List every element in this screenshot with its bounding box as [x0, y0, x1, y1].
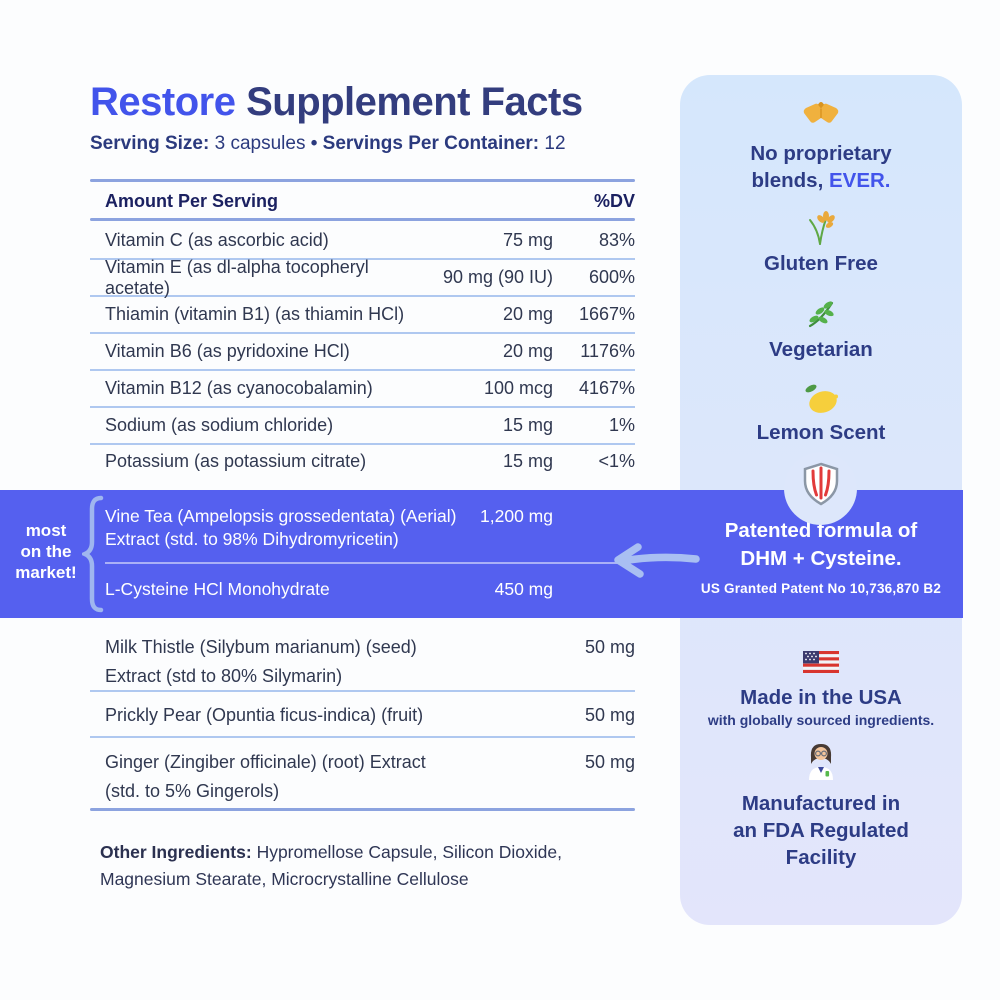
fda-line2: an FDA Regulated — [733, 819, 909, 842]
callout-line1: most — [25, 521, 67, 540]
table-row: Vitamin C (as ascorbic acid) 75 mg 83% — [90, 223, 635, 260]
milk-thistle-line1: Milk Thistle (Silybum marianum) (seed) — [105, 637, 417, 657]
herb-icon — [680, 298, 962, 330]
fda-facility-badge: Manufactured in an FDA Regulated Facilit… — [680, 790, 962, 871]
table-row: Vitamin B6 (as pyridoxine HCl) 20 mg 117… — [90, 334, 635, 371]
bullet-separator: • — [310, 133, 318, 154]
band-row-separator — [105, 562, 619, 564]
ingredient-name: Vitamin C (as ascorbic acid) — [105, 230, 329, 250]
patent-callout: Patented formula of DHM + Cysteine. US G… — [690, 517, 952, 596]
table-row: Vitamin B12 (as cyanocobalamin) 100 mcg … — [90, 371, 635, 408]
table-row: Potassium (as potassium citrate) 15 mg <… — [90, 445, 635, 477]
woman-scientist-icon — [680, 742, 962, 780]
patent-heading: Patented formula of DHM + Cysteine. — [690, 517, 952, 573]
vine-tea-line1: Vine Tea (Ampelopsis grossedentata) (Aer… — [105, 506, 457, 526]
milk-thistle-line2: Extract (std to 80% Silymarin) — [105, 666, 343, 686]
shield-icon — [680, 462, 962, 506]
other-ingredients-text: Hypromellose Capsule, Silicon Dioxide, M… — [100, 841, 562, 889]
ingredient-name: Milk Thistle (Silybum marianum) (seed) E… — [90, 633, 502, 690]
ingredient-amount: 90 mg (90 IU) — [442, 267, 553, 287]
ingredient-amount: 50 mg — [584, 637, 635, 657]
ingredient-name: Sodium (as sodium chloride) — [105, 415, 334, 435]
ingredient-dv: 83% — [598, 230, 635, 250]
table-header-rule — [90, 218, 635, 221]
brand-name: Restore — [90, 80, 236, 124]
serving-size-label: Serving Size: — [90, 133, 210, 154]
fda-line1: Manufactured in — [741, 792, 901, 815]
ingredient-amount: 50 mg — [584, 704, 635, 725]
patent-line2: DHM + Cysteine. — [740, 547, 902, 570]
ingredient-dv: 1176% — [580, 341, 635, 361]
serving-info: Serving Size: 3 capsules • Servings Per … — [90, 133, 566, 155]
dv-header: %DV — [593, 190, 635, 211]
patent-line1: Patented formula of — [724, 519, 918, 542]
ingredient-amount: 75 mg — [502, 230, 553, 250]
ingredient-name: Vitamin B12 (as cyanocobalamin) — [105, 378, 373, 398]
amount-per-serving-header: Amount Per Serving — [105, 190, 279, 211]
ingredient-amount: 20 mg — [502, 341, 553, 361]
patent-number: US Granted Patent No 10,736,870 B2 — [700, 581, 942, 596]
ingredient-dv: 4167% — [578, 378, 635, 398]
rice-sheaf-icon — [680, 208, 962, 246]
lemon-icon — [680, 382, 962, 416]
ingredient-dv: 1667% — [578, 304, 635, 324]
ingredient-name: Vitamin E (as dl-alpha tocopheryl acetat… — [105, 256, 369, 298]
ingredient-name: Ginger (Zingiber officinale) (root) Extr… — [90, 748, 502, 806]
table-row: Sodium (as sodium chloride) 15 mg 1% — [90, 408, 635, 445]
highlighted-ingredient-amount: 450 mg — [494, 579, 553, 599]
page-title: Restore Supplement Facts — [90, 80, 583, 125]
other-ingredients: Other Ingredients: Hypromellose Capsule,… — [100, 839, 605, 893]
table-row: Ginger (Zingiber officinale) (root) Extr… — [90, 740, 635, 806]
servings-per-container-value: 12 — [544, 133, 566, 154]
ginger-line2: (std. to 5% Gingerols) — [105, 781, 280, 801]
vegetarian-badge: Vegetarian — [769, 338, 873, 361]
ingredient-dv: <1% — [598, 450, 635, 471]
left-arrow-icon — [610, 542, 700, 585]
callout-line3: market! — [15, 563, 77, 582]
gluten-free-badge: Gluten Free — [764, 252, 878, 275]
ingredient-amount: 15 mg — [502, 415, 553, 435]
no-proprietary-blends-badge: No proprietary blends, EVER. — [680, 140, 962, 194]
ingredient-amount: 50 mg — [584, 752, 635, 772]
us-flag-icon — [680, 648, 962, 676]
lemon-scent-badge: Lemon Scent — [756, 421, 886, 444]
ingredient-name: Thiamin (vitamin B1) (as thiamin HCl) — [105, 304, 405, 324]
ingredient-name: Potassium (as potassium citrate) — [105, 450, 367, 471]
table-row: Prickly Pear (Opuntia ficus-indica) (fru… — [90, 694, 635, 738]
table-row: Thiamin (vitamin B1) (as thiamin HCl) 20… — [90, 297, 635, 334]
table-header: Amount Per Serving %DV — [90, 186, 635, 216]
table-row: Vitamin E (as dl-alpha tocopheryl acetat… — [90, 256, 635, 298]
highlighted-ingredient-name: L-Cysteine HCl Monohydrate — [105, 579, 330, 599]
serving-size-value: 3 capsules — [214, 133, 306, 154]
made-in-usa-badge: Made in the USA — [740, 686, 902, 709]
table-row: Milk Thistle (Silybum marianum) (seed) E… — [90, 624, 635, 692]
ingredient-dv: 600% — [588, 267, 635, 287]
no-blends-line1: No proprietary — [750, 142, 892, 165]
ingredient-name: Prickly Pear (Opuntia ficus-indica) (fru… — [105, 704, 424, 725]
ingredient-name: Vitamin B6 (as pyridoxine HCl) — [105, 341, 350, 361]
no-blends-line2: blends, — [751, 169, 824, 192]
vine-tea-line2: Extract (std. to 98% Dihydromyricetin) — [105, 528, 399, 549]
other-ingredients-label: Other Ingredients: — [100, 841, 252, 862]
no-blends-ever: EVER. — [828, 169, 891, 192]
ginger-line1: Ginger (Zingiber officinale) (root) Extr… — [105, 752, 426, 772]
title-rest: Supplement Facts — [246, 80, 583, 124]
ingredient-dv: 1% — [608, 415, 635, 435]
highlighted-ingredient-name: Vine Tea (Ampelopsis grossedentata) (Aer… — [105, 505, 480, 550]
nutrient-table: Vitamin C (as ascorbic acid) 75 mg 83% V… — [90, 223, 635, 477]
callout-line2: on the — [20, 542, 72, 561]
table-top-rule — [90, 179, 635, 182]
highlighted-ingredient-amount: 1,200 mg — [480, 506, 553, 526]
made-in-usa-subtext: with globally sourced ingredients. — [707, 712, 935, 728]
handshake-icon — [680, 100, 962, 128]
curly-brace-icon — [79, 495, 104, 618]
table-bottom-rule — [90, 808, 635, 811]
fda-line3: Facility — [785, 846, 857, 869]
market-callout: most on the market! — [6, 520, 86, 583]
ingredient-amount: 20 mg — [502, 304, 553, 324]
ingredient-amount: 100 mcg — [483, 378, 553, 398]
servings-per-container-label: Servings Per Container: — [322, 133, 540, 154]
ingredient-amount: 15 mg — [502, 450, 553, 471]
